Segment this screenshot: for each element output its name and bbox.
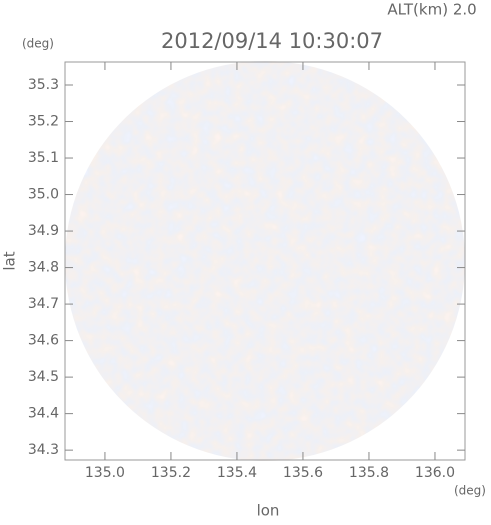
y-tick-label: 34.7: [28, 296, 59, 312]
x-tick-label: 136.0: [415, 465, 455, 481]
x-tick-label: 135.0: [85, 465, 125, 481]
y-tick-label: 34.9: [28, 223, 59, 239]
x-tick-label: 135.4: [217, 465, 257, 481]
plot-frame: [64, 61, 466, 461]
y-tick-label: 35.1: [28, 150, 59, 166]
y-axis-label: lat: [1, 251, 19, 270]
y-tick-label: 34.6: [28, 333, 59, 349]
y-tick-label: 35.2: [28, 114, 59, 130]
x-tick-label: 135.2: [151, 465, 191, 481]
radar-disk: [65, 61, 465, 461]
y-tick-label: 35.0: [28, 187, 59, 203]
reflectivity-field: [65, 61, 465, 461]
y-tick-label: 34.5: [28, 369, 59, 385]
y-tick-label: 34.3: [28, 442, 59, 458]
y-tick-label: 35.3: [28, 77, 59, 93]
altitude-label: ALT(km) 2.0: [387, 1, 476, 19]
x-tick-label: 135.8: [349, 465, 389, 481]
y-tick-label: 34.8: [28, 260, 59, 276]
x-axis-label: lon: [257, 502, 280, 520]
chart-title: 2012/09/14 10:30:07: [161, 29, 383, 53]
x-unit: (deg): [454, 484, 486, 498]
y-tick-label: 34.4: [28, 406, 59, 422]
y-unit: (deg): [22, 37, 54, 51]
x-tick-label: 135.6: [283, 465, 323, 481]
